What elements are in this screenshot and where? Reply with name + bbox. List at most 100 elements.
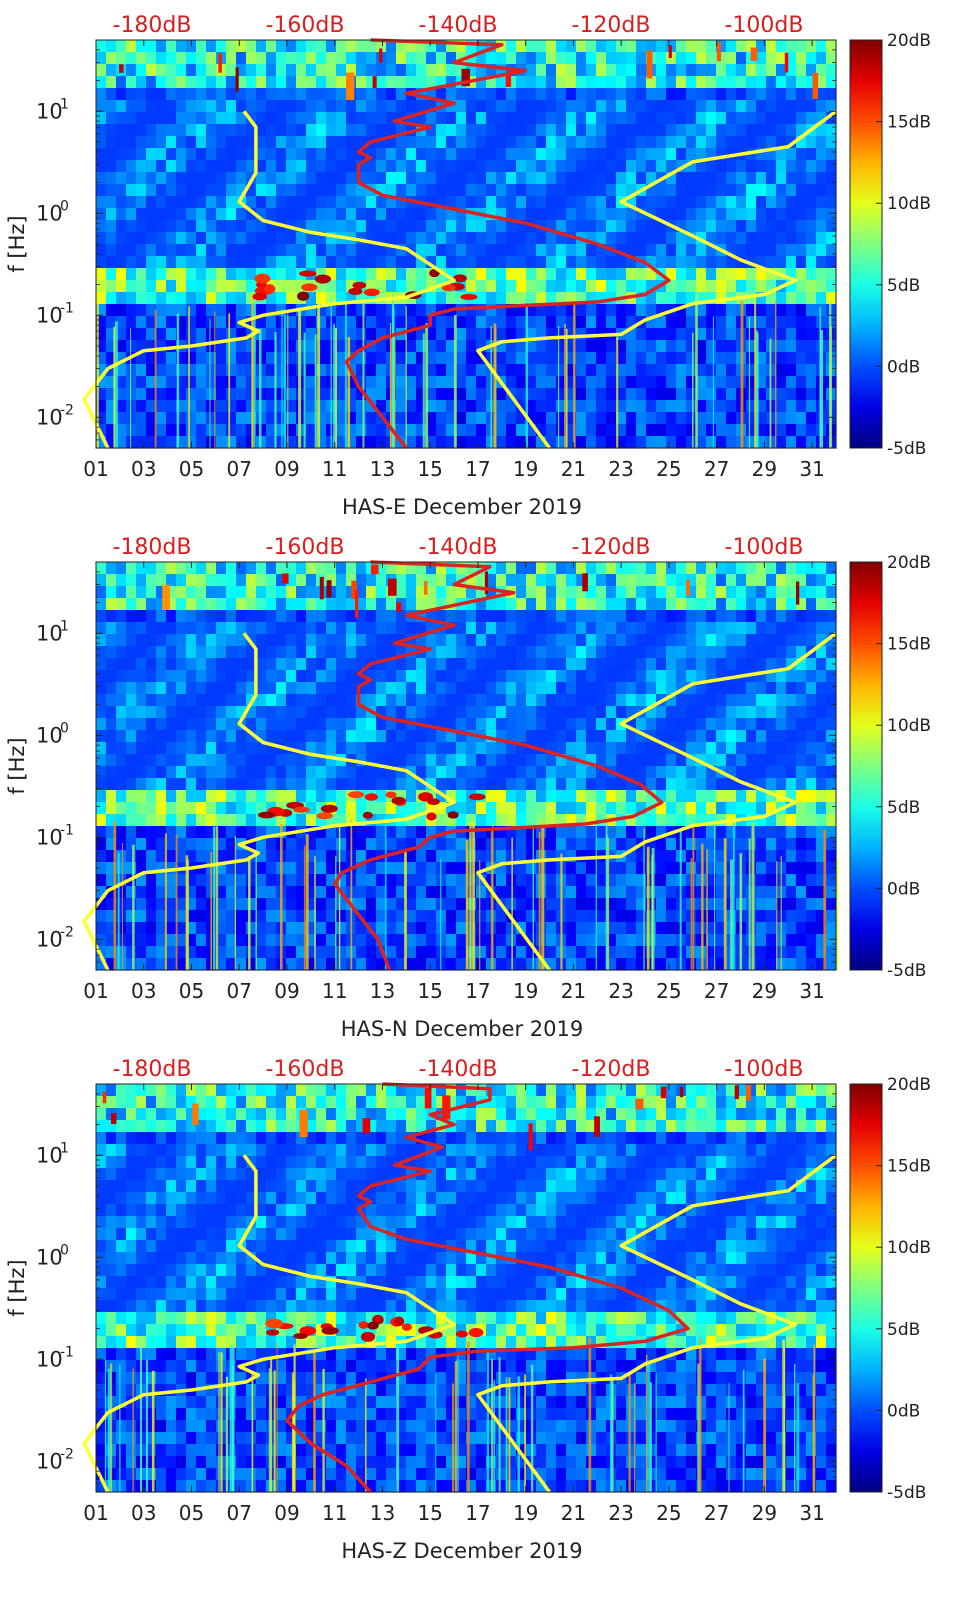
spectrogram-cell [366, 838, 377, 851]
spectrogram-cell [106, 40, 117, 53]
spectrogram-cell [376, 160, 387, 173]
spectrogram-cell [536, 316, 547, 329]
x-tick-label: 17 [465, 457, 490, 481]
spectrogram-cell [156, 40, 167, 53]
spectrogram-cell [706, 706, 717, 719]
spectrogram-cell [586, 898, 597, 911]
spectrogram-cell [786, 88, 797, 101]
spectrogram-cell [156, 88, 167, 101]
spectrogram-cell [316, 886, 327, 899]
spectrogram-cell [476, 76, 487, 89]
spectrogram-cell [416, 436, 427, 449]
spectrogram-cell [376, 376, 387, 389]
spectrogram-cell [496, 718, 507, 731]
spectrogram-cell [686, 112, 697, 125]
spectrogram-cell [306, 754, 317, 767]
spectrogram-cell [506, 76, 517, 89]
spectrogram-cell [406, 754, 417, 767]
spectrogram-cell [636, 622, 647, 635]
spectrogram-cell [556, 562, 567, 575]
spectrogram-cell [416, 76, 427, 89]
spectrogram-cell [396, 790, 407, 803]
spectrogram-cell [216, 682, 227, 695]
spectrogram-cell [456, 196, 467, 209]
spectrogram-cell [366, 802, 377, 815]
spectrogram-cell [696, 304, 707, 317]
spectrogram-cell [336, 76, 347, 89]
spectrogram-cell [266, 436, 277, 449]
spectrogram-cell [186, 304, 197, 317]
spectrogram-cell [536, 436, 547, 449]
spectrogram-cell [166, 778, 177, 791]
spectrogram-cell [96, 256, 107, 269]
spectrogram-cell [706, 910, 717, 923]
spectrogram-cell [116, 424, 127, 437]
spectrogram-cell [366, 328, 377, 341]
spectrogram-cell [386, 316, 397, 329]
spectrogram-cell [116, 862, 127, 875]
spectrogram-cell [106, 598, 117, 611]
spectrogram-cell [686, 574, 697, 587]
spectrogram-cell [656, 388, 667, 401]
spectrogram-cell [96, 874, 107, 887]
spectrogram-cell [466, 280, 477, 293]
spectrogram-cell [666, 778, 677, 791]
spectrogram-cell [206, 52, 217, 65]
spectrogram-cell [326, 232, 337, 245]
spectrogram-cell [306, 124, 317, 137]
spectrogram-cell [366, 814, 377, 827]
spectrogram-cell [496, 814, 507, 827]
spectrogram-cell [456, 208, 467, 221]
spectrogram-cell [816, 646, 827, 659]
spectrogram-cell [186, 874, 197, 887]
spectrogram-cell [206, 682, 217, 695]
spectrogram-cell [416, 610, 427, 623]
spectrogram-cell [526, 826, 537, 839]
spectrogram-cell [466, 694, 477, 707]
spectrogram-cell [536, 634, 547, 647]
spectrogram-cell [336, 280, 347, 293]
spectrogram-cell [96, 316, 107, 329]
spectrogram-cell [806, 184, 817, 197]
spectrogram-cell [776, 232, 787, 245]
spectrogram-cell [746, 838, 757, 851]
spectrogram-cell [456, 730, 467, 743]
spectrogram-cell [136, 64, 147, 77]
spectrogram-cell [106, 436, 117, 449]
spectrogram-cell [266, 766, 277, 779]
spectrogram-cell [326, 280, 337, 293]
spectrogram-cell [686, 244, 697, 257]
spectrogram-cell [766, 304, 777, 317]
spectrogram-cell [296, 706, 307, 719]
spectrogram-cell [416, 244, 427, 257]
spectrogram-cell [156, 778, 167, 791]
spectrogram-cell [526, 124, 537, 137]
spectrogram-cell [706, 412, 717, 425]
spectrogram-cell [466, 742, 477, 755]
spectrogram-cell [566, 256, 577, 269]
spectrogram-cell [486, 52, 497, 65]
spectrogram-cell [336, 634, 347, 647]
spectrogram-cell [386, 730, 397, 743]
spectrogram-cell [716, 316, 727, 329]
spectrogram-cell [176, 646, 187, 659]
spectrogram-cell [266, 172, 277, 185]
spectrogram-cell [746, 862, 757, 875]
spectrogram-cell [676, 814, 687, 827]
spectrogram-cell [396, 862, 407, 875]
spectrogram-cell [496, 244, 507, 257]
spectrogram-cell [356, 574, 367, 587]
spectrogram-cell [246, 826, 257, 839]
spectrogram-cell [666, 244, 677, 257]
spectrogram-cell [246, 766, 257, 779]
spectrogram-cell [666, 562, 677, 575]
spectrogram-cell [486, 586, 497, 599]
y-axis-label: f [Hz] [5, 215, 29, 272]
spectrogram-cell [506, 196, 517, 209]
spectrogram-cell [666, 136, 677, 149]
spectrogram-cell [496, 220, 507, 233]
spectrogram-cell [546, 280, 557, 293]
spectrogram-cell [436, 340, 447, 353]
spectrogram-cell [626, 76, 637, 89]
spectrogram-cell [286, 172, 297, 185]
